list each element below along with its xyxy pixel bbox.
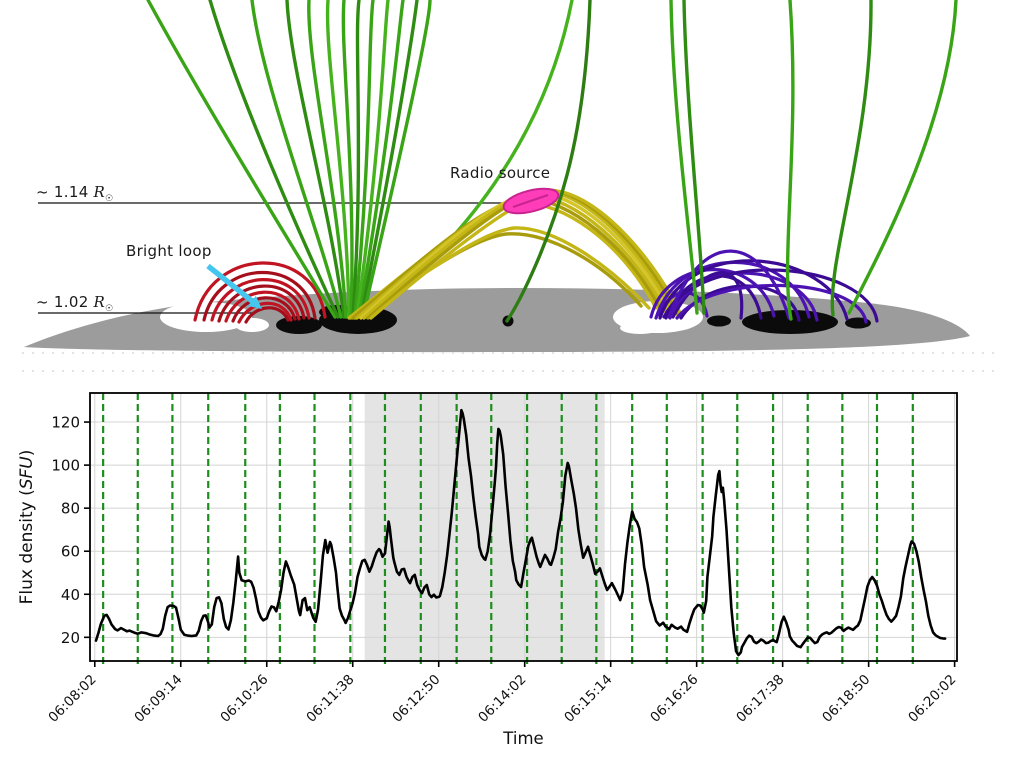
- x-tick-label: 06:10:26: [217, 672, 271, 726]
- arrow-head: [247, 295, 262, 309]
- red-loops: [193, 261, 327, 324]
- red-loops-line: [202, 271, 317, 322]
- radio-source-label: Radio source: [450, 164, 551, 182]
- red-loops-line: [244, 306, 290, 324]
- y-tick-label: 80: [61, 500, 80, 518]
- y-tick-label: 40: [61, 586, 80, 604]
- purple-loops-line: [649, 268, 776, 319]
- reference-label-1p02: ~ 1.02 R☉: [36, 293, 114, 314]
- magnetic-field-diagram: [24, 0, 970, 353]
- sun-subscript-icon: ☉: [105, 194, 114, 204]
- green-field-lines-left-line: [359, 0, 419, 319]
- arrow-shaft: [206, 263, 254, 304]
- x-tick-label: 06:12:50: [389, 672, 443, 726]
- x-tick-label: 06:18:50: [819, 672, 873, 726]
- dotted-separator-row-1: [22, 352, 998, 354]
- x-tick-label: 06:17:38: [733, 672, 787, 726]
- y-tick-label: 60: [61, 543, 80, 561]
- x-tick-label: 06:09:14: [131, 672, 185, 726]
- green-field-lines-left-line: [353, 0, 375, 319]
- y-tick-label: 120: [51, 414, 80, 432]
- green-field-lines-right-line: [682, 0, 706, 315]
- green-field-lines-left-line: [307, 0, 348, 319]
- y-tick-label: 100: [51, 457, 80, 475]
- reference-lines: [38, 202, 505, 314]
- radio-source-marker: [502, 187, 560, 215]
- reference-label-1p14-text: ~ 1.14: [36, 183, 89, 201]
- x-tick-label: 06:15:14: [561, 672, 615, 726]
- shaded-interval: [364, 393, 605, 661]
- red-loops-line: [237, 301, 293, 324]
- purple-loops-line: [671, 271, 744, 320]
- x-tick-label: 06:11:38: [303, 672, 357, 726]
- green-field-lines-left-line: [361, 0, 432, 319]
- purple-loops-line: [668, 271, 819, 322]
- green-field-lines-left-line: [357, 0, 405, 319]
- solar-radius-symbol: R: [93, 293, 106, 311]
- solar-surface: [24, 288, 970, 353]
- green-field-lines-right-line: [505, 0, 592, 323]
- sunspot-right-main: [742, 310, 838, 334]
- green-field-lines-left-line: [208, 0, 340, 319]
- green-field-lines-right-line: [669, 0, 699, 315]
- y-tick-label: 20: [61, 629, 80, 647]
- sun-subscript-icon: ☉: [105, 304, 114, 314]
- green-field-lines-right-line: [830, 0, 873, 317]
- x-tick-label: 06:16:26: [647, 672, 701, 726]
- reference-label-1p02-text: ~ 1.02: [36, 293, 89, 311]
- white-plage-left-lobe: [235, 318, 269, 332]
- dotted-separator-row-2: [22, 370, 998, 372]
- reference-label-1p14: ~ 1.14 R☉: [36, 183, 114, 204]
- red-loops-line: [217, 284, 306, 323]
- green-field-lines-left-line: [325, 0, 351, 319]
- green-field-lines-right: [505, 0, 958, 323]
- purple-loops-line: [667, 249, 791, 320]
- red-loops-line: [231, 296, 297, 323]
- red-loops-line: [224, 290, 301, 323]
- green-field-lines-left-line: [285, 0, 346, 319]
- x-tick-label: 06:20:02: [905, 672, 959, 726]
- green-field-lines-left-line: [250, 0, 343, 319]
- red-loops-line: [210, 278, 311, 322]
- purple-loops-line: [662, 268, 879, 323]
- green-field-lines-left: [146, 0, 574, 319]
- green-field-lines-right-line: [785, 0, 795, 321]
- red-loops-line: [193, 261, 327, 322]
- white-plage-right-lobe: [620, 322, 660, 334]
- solar-radius-symbol: R: [93, 183, 106, 201]
- flux-curve: [94, 408, 947, 657]
- x-tick-label: 06:14:02: [475, 672, 529, 726]
- green-field-lines-left-line: [355, 0, 390, 319]
- plot-frame: [89, 392, 958, 662]
- flux-density-chart: 06:08:02 06:09:14 06:10:26 06:11:38 06:12:50…: [17, 392, 959, 748]
- sunspot-right-a: [707, 315, 731, 327]
- x-tick-label: 06:08:02: [45, 672, 99, 726]
- x-axis-title: Time: [502, 729, 543, 748]
- green-field-lines-left-line: [351, 0, 361, 319]
- radio-source-stripe: [512, 193, 549, 209]
- y-axis-title: Flux density (SFU): [17, 450, 37, 605]
- bright-loop-arrow: [206, 263, 262, 309]
- green-field-lines-left-line: [341, 0, 354, 319]
- bright-loop-label: Bright loop: [126, 242, 212, 260]
- green-field-lines-right-line: [847, 0, 958, 315]
- green-field-lines-left-line: [146, 0, 337, 319]
